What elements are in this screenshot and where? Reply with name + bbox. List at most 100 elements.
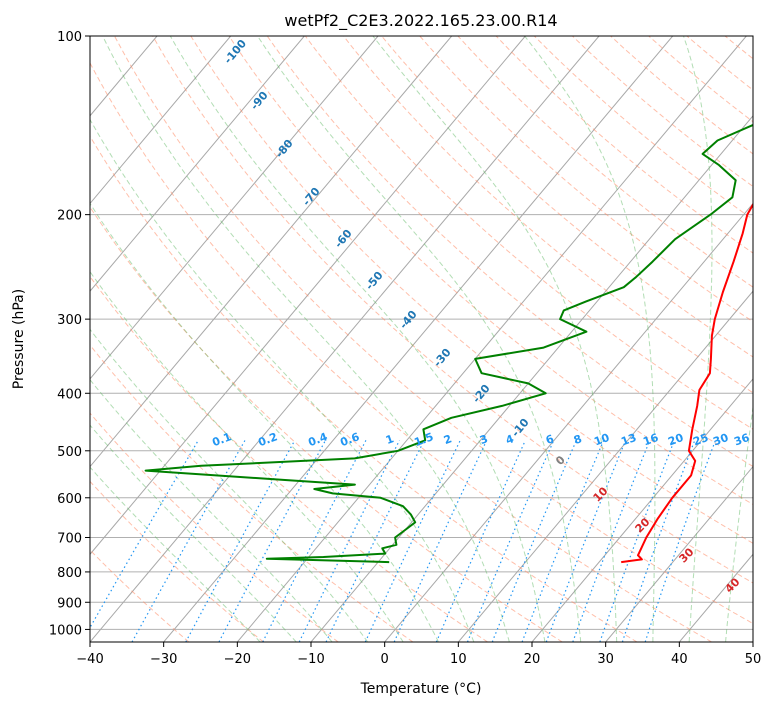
moist-adiabat-line (90, 202, 439, 642)
moist-adiabat-line (90, 118, 475, 642)
mixing-ratio-label: 0.6 (338, 430, 361, 449)
moist-adiabat-line (90, 466, 261, 642)
mixing-ratio-label: 0.1 (210, 430, 233, 449)
x-tick-label: 0 (381, 652, 389, 667)
mixing-ratio-line (466, 440, 555, 642)
mixing-ratio-line (131, 440, 246, 642)
mixing-ratio-line (90, 439, 199, 629)
isotherm-line (90, 36, 232, 205)
x-axis-label: Temperature (°C) (360, 681, 482, 697)
dry-adiabat-label: -30 (431, 346, 454, 370)
x-tick-label: −20 (224, 652, 251, 667)
mixing-ratio-line (599, 440, 675, 642)
moist-adiabat-line (102, 36, 510, 642)
isotherm-line (678, 553, 753, 642)
dry-adiabat-line (763, 36, 775, 642)
mixing-ratio-line (572, 440, 651, 642)
dry-adiabat-label: -70 (300, 185, 323, 209)
mixing-ratio-label: 13 (619, 431, 638, 448)
moist-adiabat-label: 10 (591, 484, 611, 504)
x-axis: −40 −30 −20 −10 0 10 20 30 40 50 (76, 642, 761, 667)
isotherm-line (236, 36, 747, 642)
plot-frame (89, 35, 754, 643)
mixing-ratio-line (621, 440, 696, 642)
mixing-ratio-line (218, 440, 327, 642)
dry-adiabat-line (419, 36, 753, 323)
dry-adiabat-line (90, 275, 488, 642)
dry-adiabat-line (90, 135, 638, 642)
isotherm-line (90, 36, 600, 642)
isotherm-line (90, 36, 305, 292)
mixing-ratio-line (491, 440, 577, 642)
moist-adiabat-line (90, 424, 297, 642)
moist-adiabat-line (524, 36, 656, 642)
mixing-ratio-line (185, 440, 296, 642)
plot-background (90, 36, 775, 642)
dry-adiabat-label: -90 (248, 89, 271, 113)
mixing-ratio-line (521, 440, 605, 642)
mixing-ratio-label: 36 (732, 431, 751, 449)
moist-adiabat-line (169, 36, 546, 642)
isotherm-line (752, 641, 753, 642)
y-tick-label: 800 (57, 566, 82, 581)
dry-adiabat-line (304, 36, 753, 430)
mixing-ratio-label: 3 (478, 432, 490, 447)
y-tick-label: 700 (57, 532, 82, 547)
mixing-ratio-label: 0.2 (256, 430, 279, 449)
dry-adiabat-line (152, 36, 753, 584)
moist-adiabat-label: 40 (723, 575, 743, 595)
moist-adiabat-line (90, 270, 404, 642)
moist-adiabat-line (257, 36, 582, 642)
mixing-ratio-label: 2 (442, 432, 454, 447)
x-tick-label: 20 (524, 652, 541, 667)
moist-adiabat-line (683, 36, 713, 642)
isotherm-line (163, 36, 674, 642)
mixing-ratio-line (545, 440, 627, 642)
mixing-ratio-label: 1.5 (412, 430, 435, 449)
dry-adiabat-line (686, 36, 753, 91)
mixing-ratio-label: 8 (572, 432, 584, 447)
chart-title: wetPf2_C2E3.2022.165.23.00.R14 (284, 11, 557, 31)
mixing-ratio-label: 6 (544, 432, 556, 447)
dry-adiabat-line (90, 206, 563, 642)
mixing-ratio-label: 30 (711, 431, 730, 449)
x-tick-label: 30 (597, 652, 614, 667)
y-axis: 100 200 300 400 500 600 700 800 900 1000 (49, 30, 90, 638)
moist-adiabat-label: 30 (677, 545, 697, 565)
mixing-ratio-label: 0.4 (306, 430, 329, 449)
mixing-ratio-label: 4 (504, 432, 516, 447)
x-tick-label: 50 (745, 652, 762, 667)
moist-adiabat-line (725, 403, 753, 642)
y-tick-label: 600 (57, 492, 82, 507)
dry-adiabat-label: -50 (363, 269, 386, 293)
dry-adiabat-line (90, 344, 414, 642)
dry-adiabat-label: -20 (470, 382, 493, 406)
isotherm-line (90, 36, 526, 556)
dewpoint-profile-line (144, 123, 753, 564)
moist-adiabat-line (372, 36, 618, 642)
isotherm-line (531, 378, 753, 642)
x-tick-label: 40 (671, 652, 688, 667)
dry-adiabat-line (90, 480, 264, 642)
dry-adiabat-line (190, 36, 753, 544)
isotherm-line (605, 465, 753, 642)
isotherm-line (457, 290, 753, 642)
isotherm-line (90, 36, 453, 468)
dry-adiabat-label: -60 (332, 227, 355, 251)
isotherm-line (90, 36, 379, 380)
line-labels: -100-90-80-70-60-50-40-30-20-100.1 0.2 0.4… (210, 37, 751, 596)
mixing-ratio-label: 20 (666, 431, 685, 449)
dry-adiabat-line (90, 412, 339, 642)
x-tick-label: −10 (297, 652, 324, 667)
y-axis-label: Pressure (hPa) (11, 289, 27, 389)
x-tick-label: −30 (150, 652, 177, 667)
mixing-ratio-line (364, 440, 461, 642)
moist-adiabat-line (90, 328, 369, 642)
x-tick-label: −40 (76, 652, 103, 667)
x-tick-label: 10 (450, 652, 467, 667)
y-tick-label: 300 (57, 313, 82, 328)
isotherm-line (310, 115, 753, 642)
mixing-ratio-line (644, 440, 716, 642)
mixing-ratio-line (325, 440, 425, 642)
